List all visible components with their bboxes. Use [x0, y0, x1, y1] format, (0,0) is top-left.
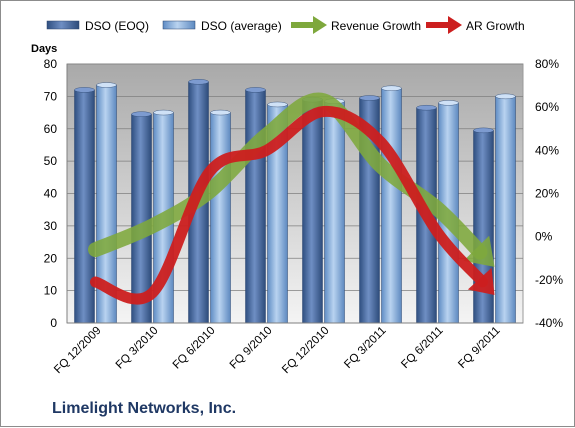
y-tick-label: 60	[44, 122, 58, 136]
y2-tick-label: -20%	[535, 273, 563, 287]
series-arrowhead	[463, 235, 495, 267]
x-tick-label: FQ 12/2010	[280, 325, 331, 376]
bar-top	[96, 82, 117, 88]
x-tick-label: FQ 9/2010	[228, 325, 275, 372]
bar-top	[473, 127, 494, 134]
y-tick-label: 80	[44, 57, 58, 71]
legend-arrowhead	[448, 16, 462, 34]
bar-top	[495, 93, 516, 100]
legend-label: Revenue Growth	[331, 19, 421, 33]
bar-top	[267, 101, 288, 108]
y2-tick-label: 0%	[535, 230, 553, 244]
y-axis-title: Days	[31, 43, 57, 55]
bar	[245, 89, 266, 324]
bar	[324, 100, 345, 324]
y-tick-label: 0	[50, 316, 57, 330]
bar-top	[245, 87, 266, 93]
legend-label: DSO (average)	[201, 19, 282, 33]
legend-swatch	[46, 20, 80, 30]
y2-tick-label: 20%	[535, 187, 559, 201]
y2-tick-label: -40%	[535, 316, 563, 330]
y2-tick-label: 80%	[535, 57, 559, 71]
company-name: Limelight Networks, Inc.	[52, 400, 237, 417]
x-tick-label: FQ 3/2011	[342, 325, 388, 371]
y2-tick-label: 40%	[535, 143, 559, 157]
bar	[210, 112, 231, 324]
legend-label: AR Growth	[466, 19, 525, 33]
legend-swatch	[162, 20, 196, 30]
bar-top	[416, 105, 437, 111]
x-tick-label: FQ 6/2011	[399, 325, 445, 371]
x-tick-label: FQ 9/2011	[456, 325, 502, 371]
x-tick-label: FQ 12/2009	[52, 325, 103, 376]
bar-top	[359, 95, 380, 101]
y-tick-label: 50	[44, 154, 58, 168]
x-tick-label: FQ 6/2010	[171, 325, 218, 372]
bar-top	[188, 79, 209, 85]
y-tick-label: 30	[44, 219, 58, 233]
bar	[74, 89, 95, 324]
bar	[302, 99, 323, 324]
series-line-revenue-growth	[88, 92, 488, 260]
series-arrowhead	[467, 267, 495, 295]
series-line-ar-growth	[90, 105, 489, 305]
legend-label: DSO (EOQ)	[85, 19, 149, 33]
y-tick-label: 10	[44, 284, 58, 298]
bar	[495, 96, 516, 324]
bar-top	[153, 109, 174, 116]
bar-top	[74, 87, 95, 93]
y2-tick-label: 60%	[535, 100, 559, 114]
y-tick-label: 70	[44, 89, 58, 103]
bar-top	[438, 100, 459, 106]
x-tick-label: FQ 3/2010	[114, 325, 161, 372]
bar-top	[381, 85, 402, 91]
bar-top	[131, 111, 152, 117]
y-tick-label: 40	[44, 187, 58, 201]
y-tick-label: 20	[44, 251, 58, 265]
bar-top	[210, 109, 231, 116]
bar	[381, 88, 402, 324]
legend-arrowhead	[313, 16, 327, 34]
